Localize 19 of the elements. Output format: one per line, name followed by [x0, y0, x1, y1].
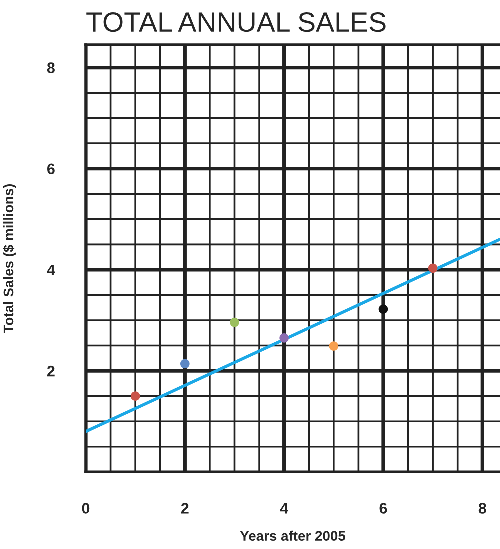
point — [230, 318, 240, 328]
point — [329, 342, 339, 351]
x-tick-label: 6 — [380, 503, 388, 514]
point — [180, 359, 190, 369]
y-axis-title: Total Sales ($ millions) — [3, 184, 16, 334]
x-tick-label: 2 — [181, 503, 189, 514]
y-tick-label: 6 — [48, 164, 55, 175]
point — [378, 304, 388, 314]
y-tick-label: 8 — [47, 62, 55, 74]
y-tick-label: 2 — [47, 366, 55, 377]
point — [130, 392, 140, 401]
point — [428, 264, 438, 274]
x-tick-label: 8 — [478, 503, 486, 514]
point — [280, 334, 289, 343]
y-tick-label: 4 — [47, 264, 56, 276]
x-axis-title: Years after 2005 — [240, 530, 346, 542]
chart-title: TOTAL ANNUAL SALES — [86, 12, 386, 32]
x-tick-label: 4 — [280, 503, 288, 514]
x-tick-label: 0 — [82, 503, 90, 514]
